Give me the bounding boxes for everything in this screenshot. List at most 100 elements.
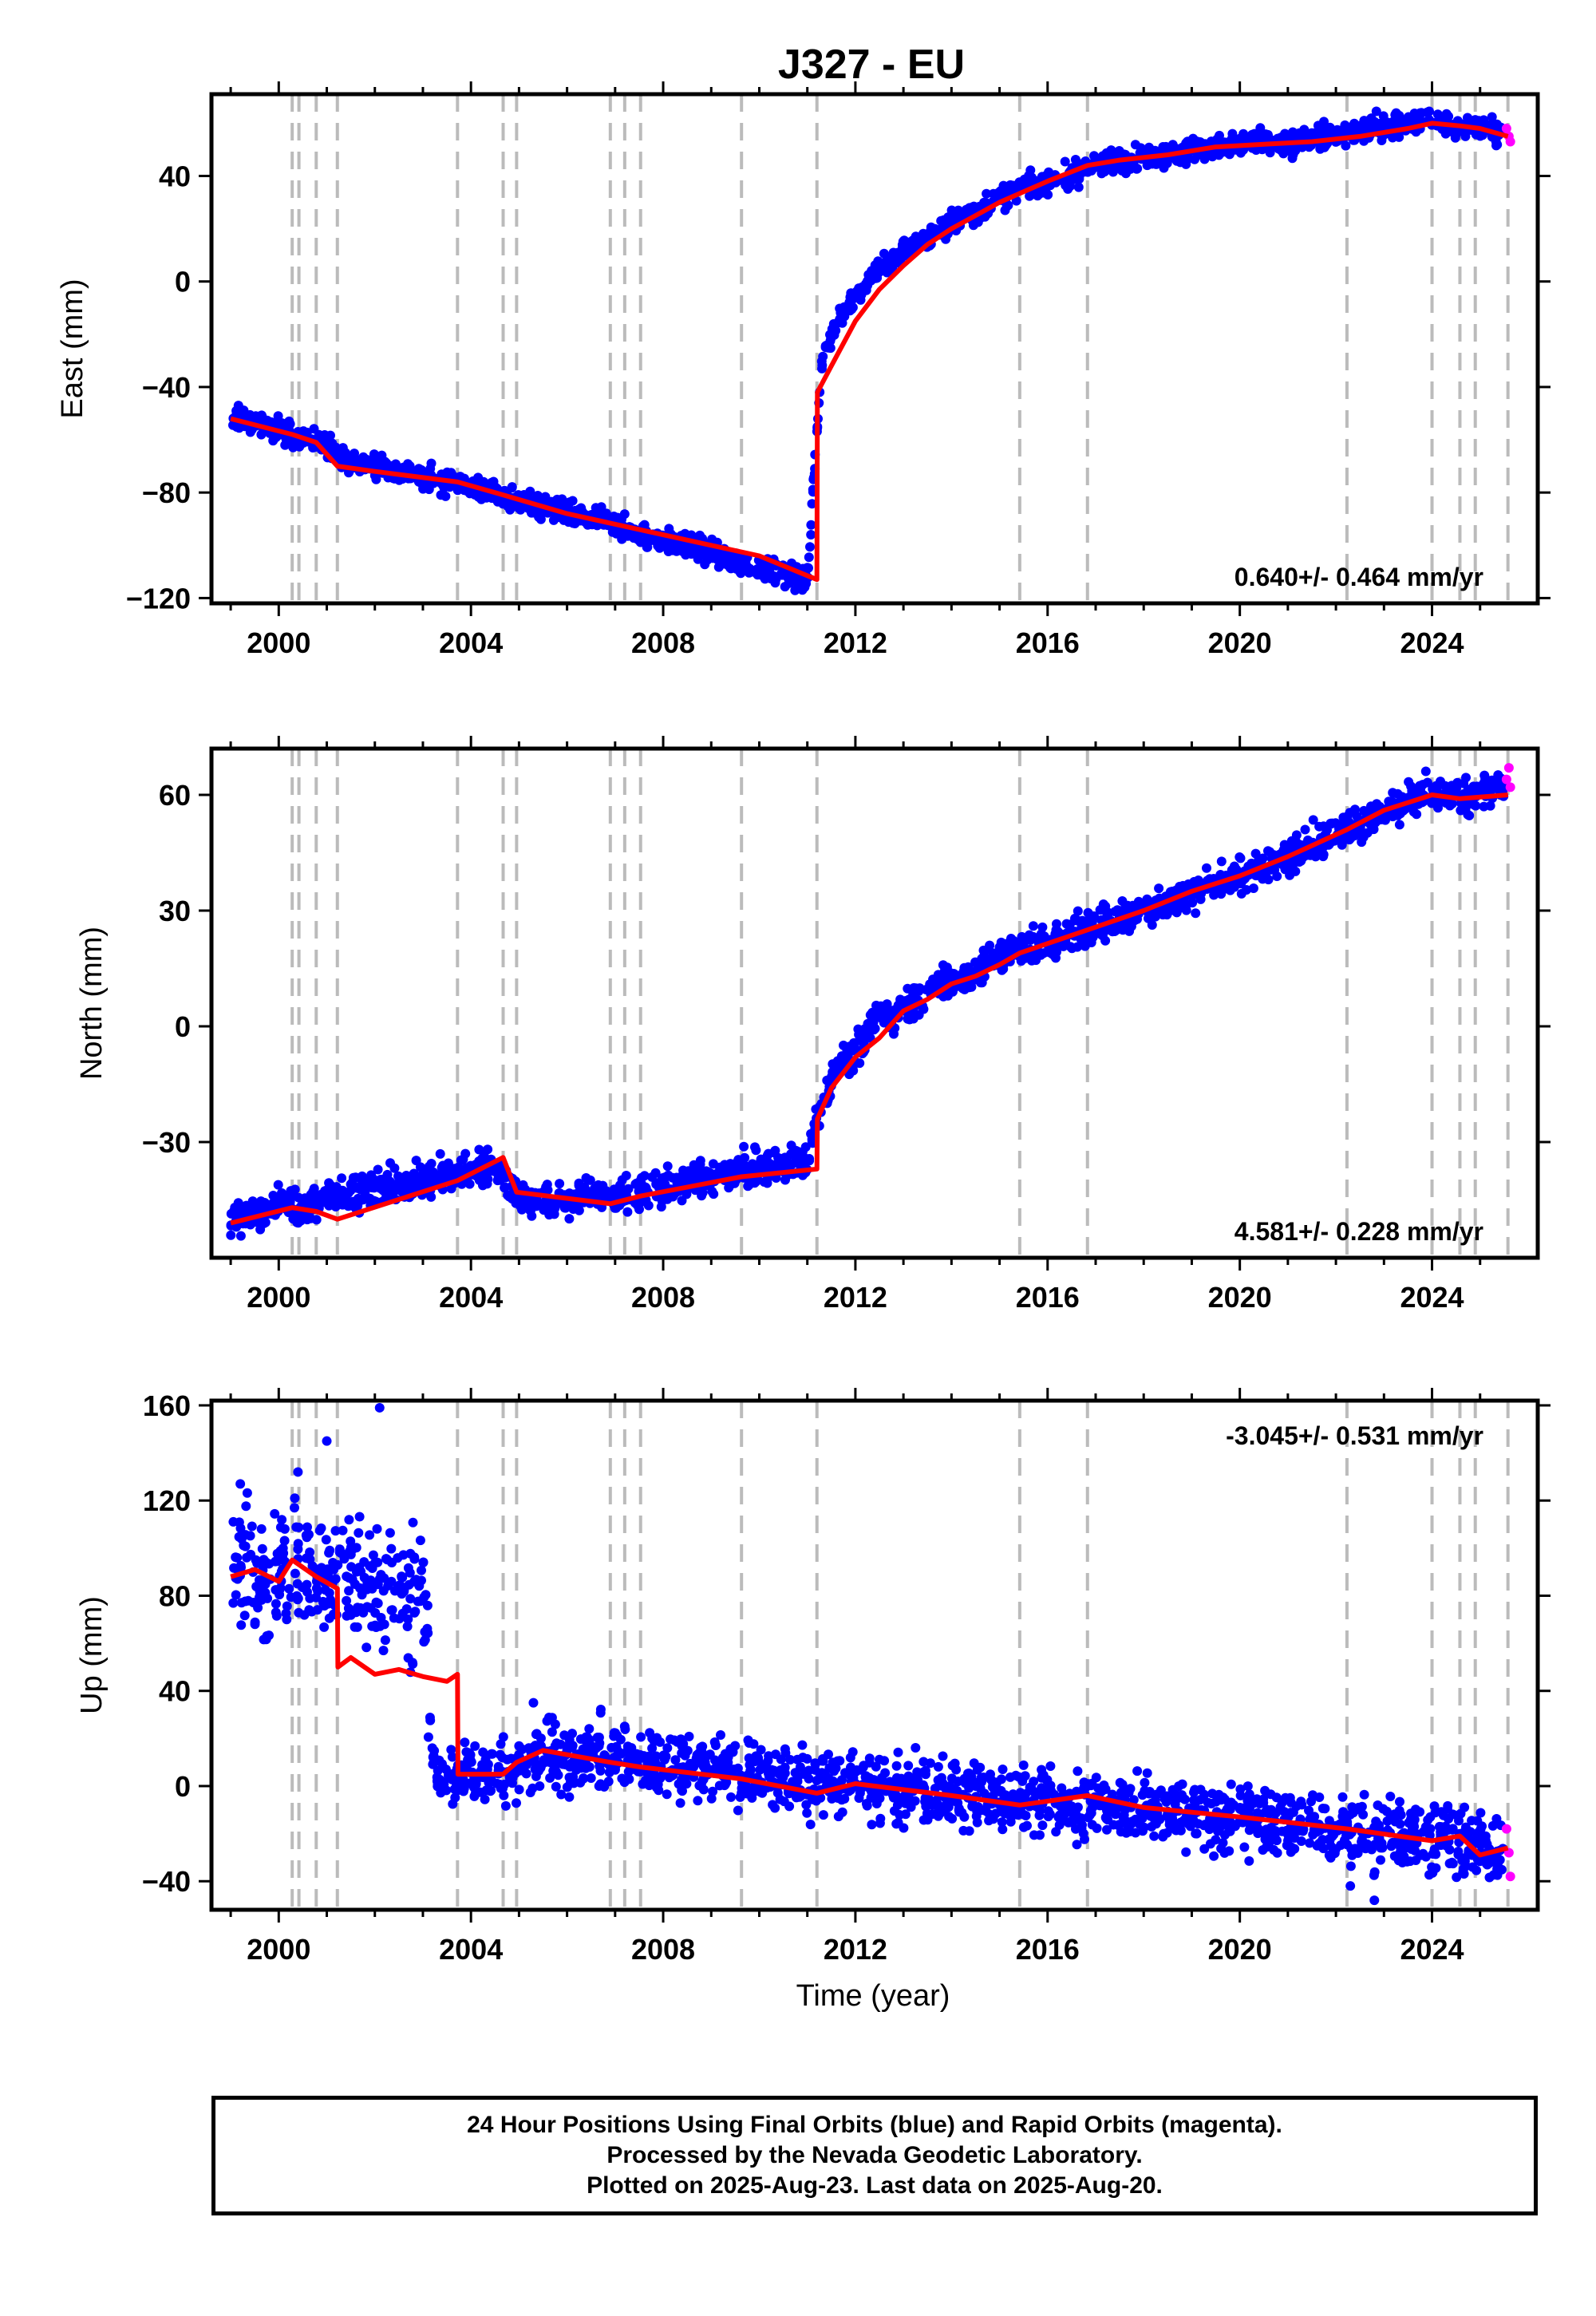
final-orbit-point [241,1501,251,1512]
final-orbit-point [377,1185,388,1195]
final-orbit-point [722,1163,733,1173]
final-orbit-point [256,1595,267,1605]
final-orbit-point [867,1820,877,1830]
final-orbit-point [300,1193,310,1203]
final-orbit-point [563,517,574,528]
final-orbit-point [353,1193,363,1203]
final-orbit-point [755,1765,765,1775]
final-orbit-point [293,1539,303,1549]
final-orbit-point [733,1155,744,1165]
final-orbit-point [275,1522,286,1532]
final-orbit-point [662,1789,672,1800]
final-orbit-point [358,452,369,462]
final-orbit-point [693,1796,703,1806]
final-orbit-point [1315,144,1325,154]
final-orbit-point [733,560,743,571]
final-orbit-point [371,474,381,484]
final-orbit-point [735,1792,745,1802]
final-orbit-point [982,188,992,199]
final-orbit-point [1300,824,1310,835]
final-orbit-point [1033,191,1043,201]
final-orbit-point [405,460,415,471]
final-orbit-point [595,1765,606,1776]
final-orbit-point [670,1755,681,1765]
final-orbit-point [1372,799,1382,809]
final-orbit-point [279,1535,290,1546]
final-orbit-point [619,1721,630,1732]
final-orbit-point [1096,168,1107,179]
final-orbit-point [1036,929,1046,939]
final-orbit-point [351,1543,361,1553]
final-orbit-point [1491,140,1501,151]
final-orbit-point [858,285,867,295]
final-orbit-point [1394,820,1404,830]
final-orbit-point [470,1741,480,1751]
final-orbit-point [802,1808,812,1818]
final-orbit-point [242,1488,252,1498]
x-tick-label: 2012 [824,1281,887,1314]
final-orbit-point [759,1177,769,1187]
final-orbit-point [273,411,283,421]
final-orbit-point [918,1004,929,1014]
final-orbit-point [370,1608,381,1618]
final-orbit-point [810,1759,820,1769]
final-orbit-point [855,1788,865,1798]
final-orbit-point [594,1781,604,1791]
final-orbit-point [290,1568,300,1579]
final-orbit-point [407,1658,417,1668]
final-orbit-point [664,524,674,534]
final-orbit-point [733,1805,743,1816]
final-orbit-point [880,1768,891,1778]
final-orbit-point [938,960,948,970]
final-orbit-point [298,426,309,437]
final-orbit-point [499,1790,509,1800]
rapid-orbit-point [1505,782,1515,792]
final-orbit-point [539,1205,549,1215]
final-orbit-point [675,1798,685,1808]
final-orbit-point [481,492,492,503]
final-orbit-point [552,512,563,523]
x-tick-label: 2024 [1400,626,1464,659]
final-orbit-point [1080,941,1090,951]
final-orbit-point [636,1732,646,1742]
final-orbit-point [378,1646,389,1656]
final-orbit-point [228,420,238,430]
rapid-orbit-point [1503,763,1514,773]
final-orbit-point [405,1567,415,1578]
final-orbit-point [643,1200,654,1211]
final-orbit-point [1479,770,1490,781]
final-orbit-point [1248,883,1258,893]
final-orbit-point [433,1779,443,1789]
final-orbit-point [228,1516,239,1527]
final-orbit-point [361,1642,372,1653]
final-orbit-point [839,1793,850,1804]
final-orbit-point [1214,886,1224,896]
final-orbit-point [1067,173,1077,184]
final-orbit-point [622,1207,633,1217]
final-orbit-point [1341,140,1351,151]
final-orbit-point [694,1780,705,1791]
final-orbit-point [832,1791,842,1800]
final-orbit-point [1274,144,1284,154]
final-orbit-point [1322,825,1332,835]
final-orbit-point [418,1557,429,1567]
final-orbit-point [792,1754,803,1765]
final-orbit-point [365,1530,375,1540]
final-orbit-point [879,248,889,259]
final-orbit-point [899,247,909,258]
final-orbit-point [684,1731,694,1741]
final-orbit-point [592,1733,602,1742]
final-orbit-point [1332,126,1342,136]
final-orbit-point [780,1160,791,1170]
final-orbit-point [313,1586,323,1596]
rate-label: 4.581+/- 0.228 mm/yr [1235,1217,1483,1246]
final-orbit-point [567,1729,577,1739]
final-orbit-point [1108,167,1118,177]
final-orbit-point [338,1525,348,1535]
x-tick-label: 2020 [1208,1281,1272,1314]
final-orbit-point [545,1773,555,1783]
final-orbit-point [900,1798,911,1808]
final-orbit-point [441,1785,452,1796]
final-orbit-point [585,1175,595,1185]
final-orbit-point [252,1204,263,1214]
